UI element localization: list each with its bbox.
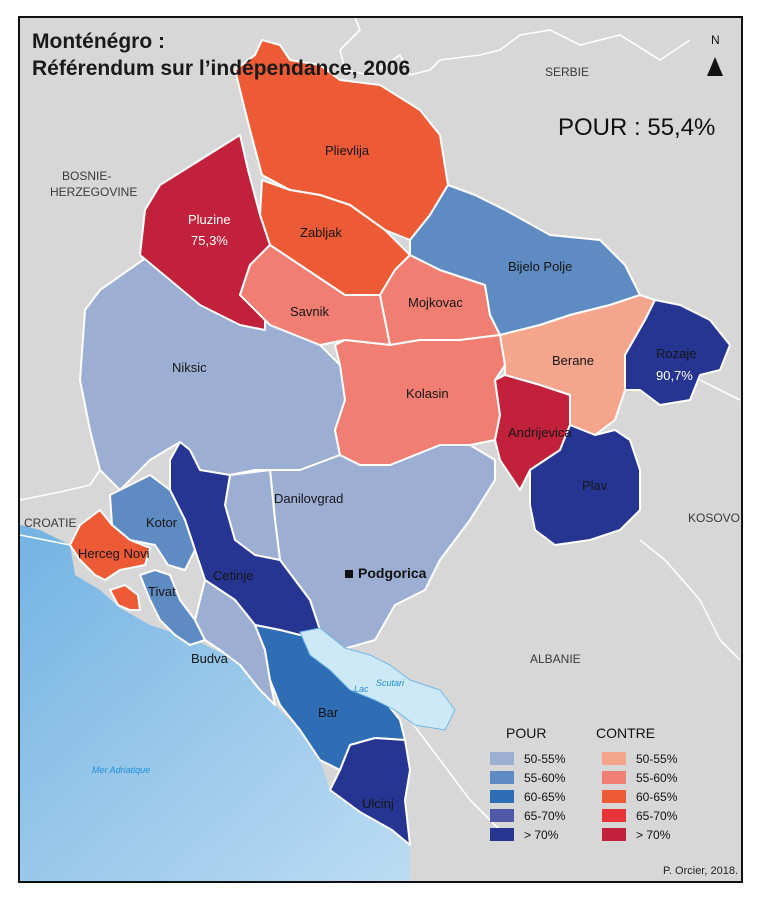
label-pluzine-value: 75,3%: [191, 233, 228, 248]
capital-label: Podgorica: [358, 565, 427, 581]
legend-contre-swatch-3: [602, 809, 626, 822]
title-line1: Monténégro :: [32, 30, 165, 53]
legend-pour-label-3: 65-70%: [524, 809, 566, 823]
country-bosnia-2: HERZEGOVINE: [50, 185, 137, 199]
label-ulcinj: Ulcinj: [362, 796, 394, 811]
country-kosovo: KOSOVO: [688, 511, 740, 525]
muni-herceg-novi-lustica: [109, 584, 141, 611]
municipality-labels: Plievlija Pluzine 75,3% Zabljak Bijelo P…: [78, 143, 696, 811]
total-result: POUR : 55,4%: [558, 114, 715, 141]
label-herceg-novi: Herceg Novi: [78, 546, 150, 561]
legend-pour-swatch-4: [490, 828, 514, 841]
municipalities: [69, 39, 731, 846]
muni-rozaje[interactable]: [624, 299, 731, 406]
label-cetinje: Cetinje: [213, 568, 253, 583]
legend-pour-label-0: 50-55%: [524, 752, 566, 766]
label-budva: Budva: [191, 651, 229, 666]
lake-label-1: Lac: [354, 684, 369, 694]
label-bar: Bar: [318, 705, 339, 720]
label-berane: Berane: [552, 353, 594, 368]
adriatic-sea: [20, 525, 410, 881]
country-croatia: CROATIE: [24, 516, 76, 530]
label-kolasin: Kolasin: [406, 386, 449, 401]
international-borders: [19, 17, 741, 831]
legend-contre-swatch-1: [602, 771, 626, 784]
credit: P. Orcier, 2018.: [663, 865, 738, 877]
north-label: N: [711, 33, 720, 47]
legend-pour-swatch-1: [490, 771, 514, 784]
muni-ulcinj[interactable]: [329, 737, 411, 846]
lake-scutari: [299, 627, 456, 731]
capital-marker-icon: [345, 570, 353, 578]
country-albania: ALBANIE: [530, 652, 581, 666]
muni-herceg-novi[interactable]: [69, 509, 151, 581]
legend-contre-label-0: 50-55%: [636, 752, 678, 766]
label-kotor: Kotor: [146, 515, 178, 530]
legend: POUR CONTRE 50-55% 55-60% 60-65% 65-70% > 70…: [490, 725, 678, 842]
legend-pour-swatch-3: [490, 809, 514, 822]
label-bijelo-polje: Bijelo Polje: [508, 259, 572, 274]
legend-contre-label-3: 65-70%: [636, 809, 678, 823]
lake-label-2: Scutari: [376, 678, 405, 688]
north-arrow-icon: N: [707, 33, 723, 76]
muni-budva[interactable]: [194, 579, 276, 706]
label-savnik: Savnik: [290, 304, 330, 319]
legend-pour-label-1: 55-60%: [524, 771, 566, 785]
legend-contre-label-2: 60-65%: [636, 790, 678, 804]
label-rozaje-value: 90,7%: [656, 368, 693, 383]
country-serbia: SERBIE: [545, 65, 589, 79]
muni-cetinje[interactable]: [169, 441, 321, 636]
label-niksic: Niksic: [172, 360, 207, 375]
legend-pour-swatch-0: [490, 752, 514, 765]
legend-contre-swatch-2: [602, 790, 626, 803]
legend-pour-label-4: > 70%: [524, 828, 559, 842]
label-plav: Plav: [582, 478, 608, 493]
country-bosnia-1: BOSNIE-: [62, 169, 111, 183]
legend-contre-swatch-0: [602, 752, 626, 765]
legend-pour-label-2: 60-65%: [524, 790, 566, 804]
label-danilovgrad: Danilovgrad: [274, 491, 343, 506]
legend-contre-title: CONTRE: [596, 725, 655, 741]
title-line2: Référendum sur l’indépendance, 2006: [32, 57, 410, 80]
legend-contre-label-1: 55-60%: [636, 771, 678, 785]
label-pljevlja: Plievlija: [325, 143, 370, 158]
legend-contre-items: 50-55% 55-60% 60-65% 65-70% > 70%: [602, 752, 678, 842]
label-tivat: Tivat: [148, 584, 176, 599]
legend-contre-label-4: > 70%: [636, 828, 671, 842]
label-rozaje: Rozaje: [656, 346, 696, 361]
label-mojkovac: Mojkovac: [408, 295, 463, 310]
legend-contre-swatch-4: [602, 828, 626, 841]
label-pluzine: Pluzine: [188, 212, 231, 227]
legend-pour-items: 50-55% 55-60% 60-65% 65-70% > 70%: [490, 752, 566, 842]
muni-plav[interactable]: [529, 424, 641, 546]
label-andrijevica: Andrijevica: [508, 425, 572, 440]
label-zabljak: Zabljak: [300, 225, 342, 240]
legend-pour-title: POUR: [506, 725, 546, 741]
sea-label: Mer Adriatique: [92, 765, 150, 775]
legend-pour-swatch-2: [490, 790, 514, 803]
